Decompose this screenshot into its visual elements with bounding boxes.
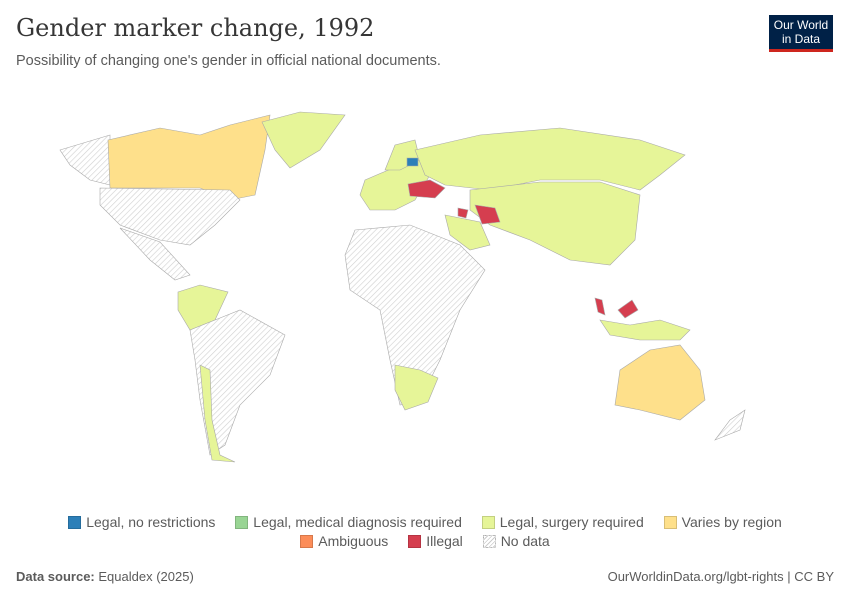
legend-label: Illegal bbox=[426, 533, 463, 549]
region-ukraine[interactable] bbox=[407, 179, 446, 199]
region-turkmenistan[interactable] bbox=[474, 204, 501, 225]
owid-link[interactable]: OurWorldinData.org/lgbt-rights bbox=[607, 569, 784, 584]
legend-item-no-data[interactable]: No data bbox=[482, 533, 550, 549]
legend-swatch bbox=[408, 534, 422, 548]
legend-item-legal-no-restrictions[interactable]: Legal, no restrictions bbox=[68, 514, 215, 530]
region-canada[interactable] bbox=[107, 114, 271, 201]
region-mexico-central-america[interactable] bbox=[119, 227, 191, 281]
legend-swatch bbox=[235, 515, 249, 529]
data-source: Data source: Equaldex (2025) bbox=[16, 569, 194, 584]
legend-swatch bbox=[481, 515, 495, 529]
owid-logo[interactable]: Our World in Data bbox=[769, 15, 833, 52]
legend-label: Legal, no restrictions bbox=[86, 514, 216, 530]
region-new-zealand[interactable] bbox=[714, 409, 746, 441]
region-chile[interactable] bbox=[199, 364, 236, 463]
region-china-asia[interactable] bbox=[469, 181, 641, 266]
world-map[interactable] bbox=[0, 95, 850, 500]
legend-label: Legal, medical diagnosis required bbox=[253, 514, 462, 530]
legend-row-2: Ambiguous Illegal No data bbox=[0, 533, 850, 551]
region-iran[interactable] bbox=[444, 214, 491, 251]
legend-item-ambiguous[interactable]: Ambiguous bbox=[300, 533, 388, 549]
license[interactable]: CC BY bbox=[794, 569, 834, 584]
source-label: Data source: bbox=[16, 569, 95, 584]
region-alaska[interactable] bbox=[59, 134, 111, 186]
region-latvia[interactable] bbox=[406, 157, 419, 167]
region-australia[interactable] bbox=[614, 344, 706, 421]
logo-line2: in Data bbox=[781, 32, 821, 46]
legend-swatch bbox=[482, 534, 496, 548]
legend-label: Varies by region bbox=[681, 514, 782, 530]
region-south-africa[interactable] bbox=[394, 364, 439, 411]
region-azerbaijan[interactable] bbox=[457, 207, 469, 219]
legend-swatch bbox=[663, 515, 677, 529]
logo-line1: Our World bbox=[773, 18, 829, 32]
legend-swatch bbox=[300, 534, 314, 548]
legend-label: No data bbox=[500, 533, 550, 549]
legend-swatch bbox=[68, 515, 82, 529]
legend-item-legal-surgery[interactable]: Legal, surgery required bbox=[481, 514, 644, 530]
legend-label: Legal, surgery required bbox=[499, 514, 644, 530]
source-value[interactable]: Equaldex (2025) bbox=[98, 569, 194, 584]
region-greenland[interactable] bbox=[261, 111, 346, 169]
legend-label: Ambiguous bbox=[318, 533, 389, 549]
region-south-america[interactable] bbox=[189, 309, 286, 456]
chart-subtitle: Possibility of changing one's gender in … bbox=[16, 53, 441, 69]
region-malaysia[interactable] bbox=[594, 297, 639, 319]
chart-title: Gender marker change, 1992 bbox=[16, 14, 375, 42]
region-usa[interactable] bbox=[99, 187, 241, 246]
region-indonesia[interactable] bbox=[599, 319, 691, 341]
region-russia[interactable] bbox=[414, 127, 686, 191]
footer-link: OurWorldinData.org/lgbt-rights | CC BY bbox=[607, 569, 834, 584]
legend-item-legal-medical-diagnosis[interactable]: Legal, medical diagnosis required bbox=[235, 514, 462, 530]
legend-row-1: Legal, no restrictions Legal, medical di… bbox=[0, 514, 850, 532]
legend-item-varies-by-region[interactable]: Varies by region bbox=[663, 514, 782, 530]
legend-item-illegal[interactable]: Illegal bbox=[408, 533, 463, 549]
